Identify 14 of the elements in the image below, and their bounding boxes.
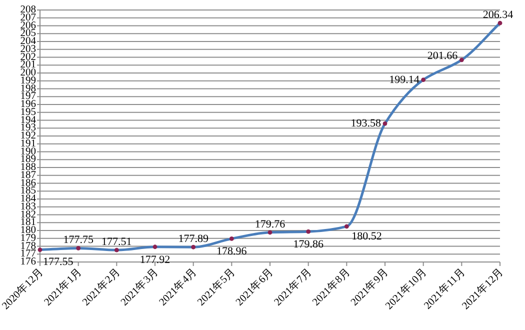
- data-label: 177.55: [43, 256, 74, 268]
- data-label: 179.76: [254, 218, 286, 230]
- data-label: 179.86: [293, 238, 324, 251]
- data-label: 206.34: [482, 9, 514, 22]
- data-label: 199.14: [389, 74, 420, 86]
- y-tick-label: 176: [20, 256, 36, 268]
- data-label: 177.92: [140, 254, 170, 266]
- data-label: 177.89: [178, 233, 209, 246]
- data-label: 177.75: [63, 234, 94, 246]
- data-label: 201.66: [427, 50, 458, 62]
- data-label: 180.52: [352, 230, 382, 242]
- data-label: 178.96: [216, 246, 248, 258]
- data-label: 177.51: [102, 236, 132, 248]
- data-label: 193.58: [350, 118, 382, 130]
